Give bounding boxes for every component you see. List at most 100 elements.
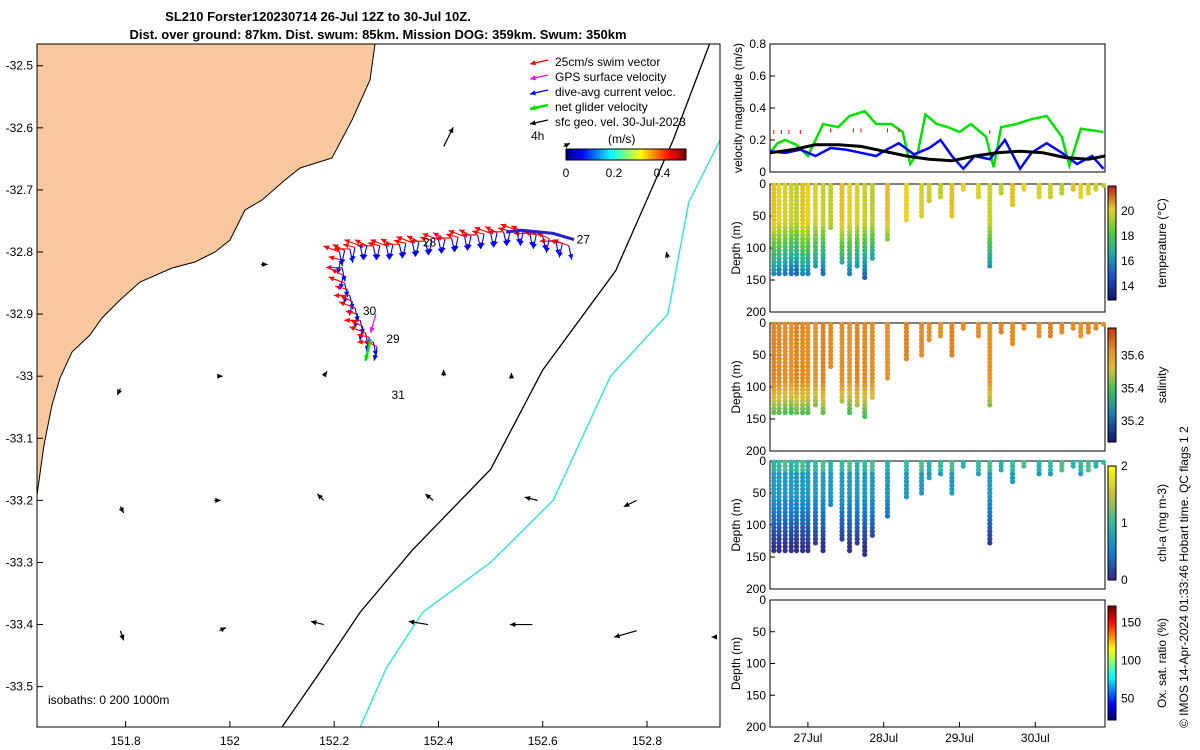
salinity-profile-dot	[862, 386, 868, 393]
salinity-profile-dot	[776, 333, 782, 339]
salinity-profile-dot	[771, 356, 777, 362]
temperature-colorbar-cell	[1108, 282, 1116, 287]
dive-current-arrow-head	[437, 247, 443, 254]
temperature-profile-dot	[820, 263, 826, 269]
chlorophyll-profile-dot	[782, 475, 788, 481]
temperature-profile-dot	[776, 240, 782, 246]
salinity-profile-dot	[846, 337, 853, 343]
temperature-profile-dot	[776, 232, 782, 238]
chlorophyll-profile-dot	[799, 528, 806, 535]
salinity-profile-dot	[788, 402, 794, 408]
chlorophyll-profile-dot	[926, 459, 932, 465]
temperature-profile-dot	[788, 247, 794, 254]
chlorophyll-profile-dot	[869, 498, 875, 504]
salinity-profile-dot	[812, 367, 819, 373]
salinity-profile-dot	[862, 340, 868, 347]
temperature-profile-dot	[869, 190, 875, 196]
colorbar-cell	[608, 149, 611, 160]
temperature-profile-dot	[918, 182, 925, 188]
temperature-profile-dot	[862, 190, 868, 196]
temperature-profile-dot	[854, 217, 860, 223]
salinity-profile-dot	[788, 367, 794, 373]
chlorophyll-profile-dot	[918, 486, 925, 492]
salinity-profile-dot	[771, 360, 777, 366]
temperature-profile-dot	[1059, 186, 1065, 192]
temperature-profile-dot	[793, 240, 800, 246]
chlorophyll-profile-dot	[812, 521, 819, 527]
salinity-profile-dot	[771, 363, 777, 370]
temperature-profile-dot	[854, 190, 860, 196]
temperature-profile-dot	[771, 271, 777, 277]
temperature-colorbar-cell	[1108, 228, 1116, 233]
chlorophyll-profile-dot	[799, 505, 806, 511]
salinity-profile-dot	[828, 325, 834, 331]
geo-velocity-arrow-head	[614, 633, 621, 639]
chlorophyll-profile-dot	[869, 521, 875, 527]
temperature-profile-dot	[771, 267, 777, 273]
chlorophyll-profile-dot	[782, 478, 788, 485]
chlorophyll-profile-dot	[782, 517, 788, 523]
chlorophyll-profile-dot	[805, 486, 811, 492]
chlorophyll-profile-dot	[820, 494, 826, 500]
salinity-profile-dot	[846, 398, 853, 404]
chlorophyll-profile-dot	[998, 463, 1004, 469]
oxygen-colorbar-cell	[1108, 668, 1116, 673]
chlorophyll-profile-dot	[854, 505, 860, 511]
chlorophyll-profile-dot	[782, 524, 788, 531]
chlorophyll-profile-dot	[846, 459, 853, 465]
salinity-y-tick-label: 150	[746, 412, 766, 426]
chlorophyll-profile-dot	[771, 501, 777, 508]
chlorophyll-y-tick-label: 100	[746, 518, 766, 532]
chlorophyll-profile-dot	[854, 471, 860, 477]
chlorophyll-profile-dot	[828, 498, 834, 504]
temperature-profile-dot	[862, 224, 868, 231]
chlorophyll-colorbar-cell	[1108, 534, 1116, 538]
temperature-profile-dot	[862, 247, 868, 254]
chlorophyll-profile-dot	[854, 486, 860, 492]
salinity-profile-dot	[937, 321, 944, 327]
salinity-colorbar-cell	[1108, 399, 1116, 403]
chlorophyll-profile-dot	[805, 498, 811, 504]
salinity-profile-dot	[812, 360, 819, 366]
swim-vector-arrow-head	[335, 285, 342, 291]
chlorophyll-profile-dot	[812, 498, 819, 504]
salinity-colorbar-cell	[1108, 407, 1116, 412]
chlorophyll-profile-dot	[854, 521, 860, 527]
temperature-profile-dot	[805, 194, 811, 200]
chlorophyll-profile-dot	[799, 548, 806, 554]
map-x-tick-label: 151.8	[111, 734, 141, 748]
oxygen-colorbar-cell	[1108, 677, 1116, 681]
salinity-profile-dot	[812, 371, 819, 377]
chlorophyll-profile-dot	[869, 467, 875, 473]
chlorophyll-profile-dot	[918, 475, 925, 481]
oxygen-colorbar-cell	[1108, 620, 1116, 624]
temperature-profile-dot	[846, 271, 853, 277]
chlorophyll-profile-dot	[862, 521, 868, 527]
temperature-profile-dot	[771, 205, 777, 211]
salinity-profile-dot	[805, 406, 811, 412]
salinity-profile-dot	[854, 352, 860, 358]
temperature-profile-dot	[799, 255, 806, 261]
salinity-profile-dot	[828, 344, 834, 350]
temperature-profile-dot	[903, 198, 910, 204]
temperature-profile-dot	[869, 236, 875, 242]
salinity-profile-dot	[846, 363, 853, 370]
colorbar-cell	[664, 149, 667, 160]
chlorophyll-profile-dot	[782, 486, 788, 492]
temperature-profile-dot	[854, 182, 860, 188]
temperature-profile-dot	[788, 259, 794, 265]
temperature-profile-dot	[862, 201, 868, 208]
temperature-profile-dot	[812, 182, 819, 188]
salinity-profile-dot	[805, 344, 811, 350]
temperature-profile-dot	[788, 236, 794, 242]
salinity-profile-dot	[846, 360, 853, 366]
temperature-profile-dot	[903, 186, 910, 192]
salinity-profile-dot	[846, 371, 853, 377]
salinity-profile-dot	[793, 356, 800, 362]
oxygen-colorbar-cell	[1108, 665, 1116, 670]
temperature-profile-dot	[771, 240, 777, 246]
dive-current-arrow-head	[476, 243, 482, 249]
temperature-profile-dot	[839, 221, 845, 227]
salinity-y-tick-label: 0	[759, 316, 766, 330]
salinity-profile-dot	[884, 321, 891, 327]
